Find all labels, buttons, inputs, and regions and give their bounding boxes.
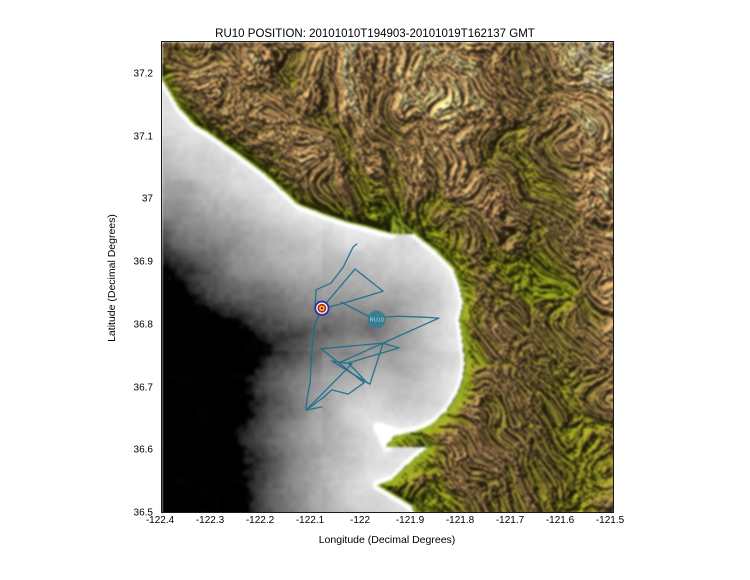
svg-text:RU10: RU10 (370, 318, 384, 324)
